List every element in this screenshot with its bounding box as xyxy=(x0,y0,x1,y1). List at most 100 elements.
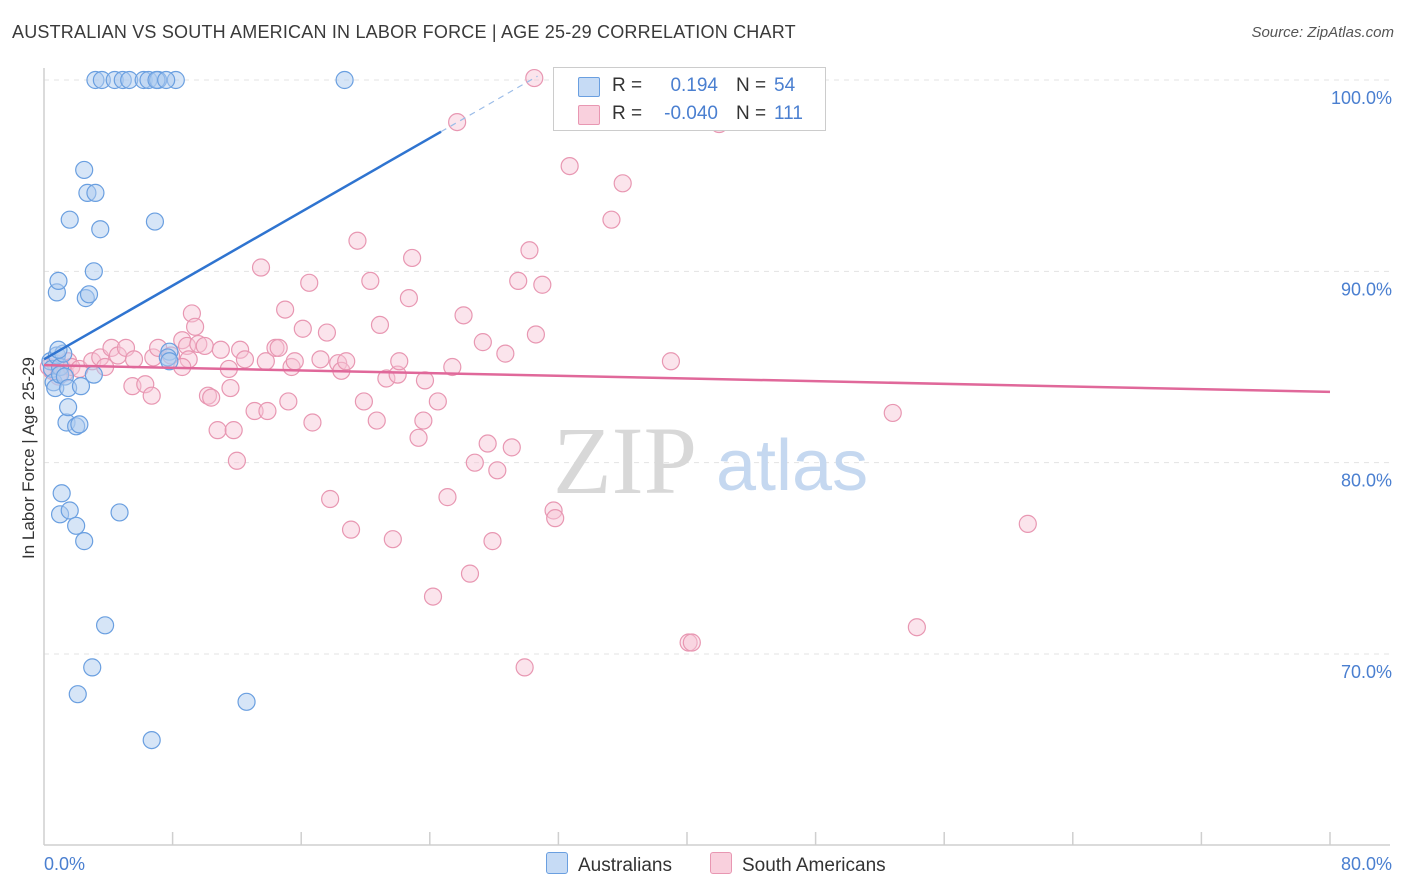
australian-point xyxy=(142,730,161,750)
australian-point xyxy=(79,285,99,304)
south-american-point xyxy=(124,350,144,369)
axes xyxy=(43,68,1390,846)
legend-n-label: N = xyxy=(736,75,767,96)
australian-point xyxy=(60,210,79,229)
south-american-point xyxy=(682,633,701,652)
watermark: ZIP atlas xyxy=(553,407,868,514)
australian-point xyxy=(52,484,71,503)
y-tick-labels: 70.0% 80.0% 90.0% 100.0% xyxy=(1331,88,1392,682)
watermark-zip: ZIP xyxy=(553,407,697,514)
south-american-point xyxy=(525,68,544,88)
south-american-point xyxy=(515,658,534,677)
australian-point xyxy=(83,658,102,677)
australian-point xyxy=(84,365,103,384)
south-american-point xyxy=(383,530,402,549)
australian-point xyxy=(68,685,87,704)
south-american-point xyxy=(354,392,373,411)
australian-point xyxy=(60,501,79,520)
south-american-point xyxy=(211,340,230,359)
south-american-point xyxy=(321,489,340,509)
australian-point xyxy=(84,262,103,281)
legend-r-label: R = xyxy=(612,103,643,124)
legend-row-australians: R = 0.194 N = 54 xyxy=(554,72,825,100)
australian-point xyxy=(86,183,105,202)
legend-south-americans-label: South Americans xyxy=(742,855,886,876)
x-ticks xyxy=(171,832,1331,845)
south-american-point xyxy=(533,275,552,294)
trend-lines xyxy=(43,75,1331,394)
south-american-point xyxy=(414,411,433,430)
south-american-point xyxy=(883,403,902,423)
australian-point xyxy=(75,160,94,180)
south-american-point xyxy=(454,306,473,325)
south-american-point xyxy=(496,344,515,363)
australian-point xyxy=(145,212,165,231)
south-american-point xyxy=(269,338,288,357)
south-american-point xyxy=(465,453,484,472)
legend-n-value: 54 xyxy=(774,75,796,96)
y-axis-label: In Labor Force | Age 25-29 xyxy=(19,357,38,559)
south-american-point xyxy=(428,392,447,411)
south-american-point xyxy=(415,371,435,390)
south-american-point xyxy=(602,210,621,229)
australians-trend-extension xyxy=(440,75,538,133)
south-american-point xyxy=(399,289,419,308)
south-american-point xyxy=(403,248,422,268)
south-american-point xyxy=(613,174,632,193)
australian-point xyxy=(70,415,89,434)
legend-australians-label: Australians xyxy=(578,855,672,876)
australian-point xyxy=(59,398,78,417)
south-american-point xyxy=(276,300,295,319)
y-tick-label: 90.0% xyxy=(1341,279,1392,299)
x-tick-label: 80.0% xyxy=(1341,854,1392,874)
south-americans-trend-line xyxy=(43,363,1331,394)
south-american-point xyxy=(221,378,240,398)
south-american-point xyxy=(195,336,214,356)
legend-n-label: N = xyxy=(736,103,767,124)
legend-swatch-blue xyxy=(546,852,568,874)
y-tick-label: 70.0% xyxy=(1341,662,1392,682)
legend-swatch-pink xyxy=(578,105,600,125)
south-americans-points xyxy=(39,68,1037,677)
south-american-point xyxy=(198,386,218,405)
australian-point xyxy=(71,377,91,396)
south-american-point xyxy=(182,304,201,323)
legend-row-south-americans: R = -0.040 N = 111 xyxy=(554,100,825,128)
south-american-point xyxy=(337,352,356,371)
south-american-point xyxy=(202,388,221,407)
south-american-point xyxy=(189,334,208,354)
south-american-point xyxy=(317,323,337,342)
south-american-point xyxy=(544,501,563,520)
south-american-point xyxy=(483,532,502,551)
south-american-point xyxy=(907,618,926,637)
x-tick-label: 0.0% xyxy=(44,854,85,874)
south-american-point xyxy=(443,357,462,377)
south-american-point xyxy=(370,315,390,335)
south-american-point xyxy=(235,350,255,369)
australian-point xyxy=(67,516,86,535)
australian-point xyxy=(110,503,129,522)
south-american-point xyxy=(224,421,243,440)
south-american-point xyxy=(390,352,409,371)
south-american-point xyxy=(227,451,246,470)
south-american-point xyxy=(348,231,367,250)
south-american-point xyxy=(251,258,271,277)
australian-point xyxy=(95,616,115,635)
south-american-point xyxy=(245,401,264,421)
legend-swatch-blue xyxy=(578,77,600,97)
south-american-point xyxy=(377,369,396,388)
south-american-point xyxy=(448,112,467,132)
australian-point xyxy=(237,692,256,711)
chart-title: AUSTRALIAN VS SOUTH AMERICAN IN LABOR FO… xyxy=(12,22,796,42)
australian-point xyxy=(160,352,179,371)
south-american-point xyxy=(526,325,545,344)
south-american-point xyxy=(502,438,521,457)
south-american-point xyxy=(423,587,443,606)
south-american-point xyxy=(520,241,539,260)
south-american-point xyxy=(361,271,380,290)
south-american-point xyxy=(661,352,681,371)
south-american-point xyxy=(208,421,227,440)
south-american-point xyxy=(473,333,492,352)
correlation-legend: R = 0.194 N = 54 R = -0.040 N = 111 xyxy=(553,67,826,131)
australian-point xyxy=(335,70,354,90)
